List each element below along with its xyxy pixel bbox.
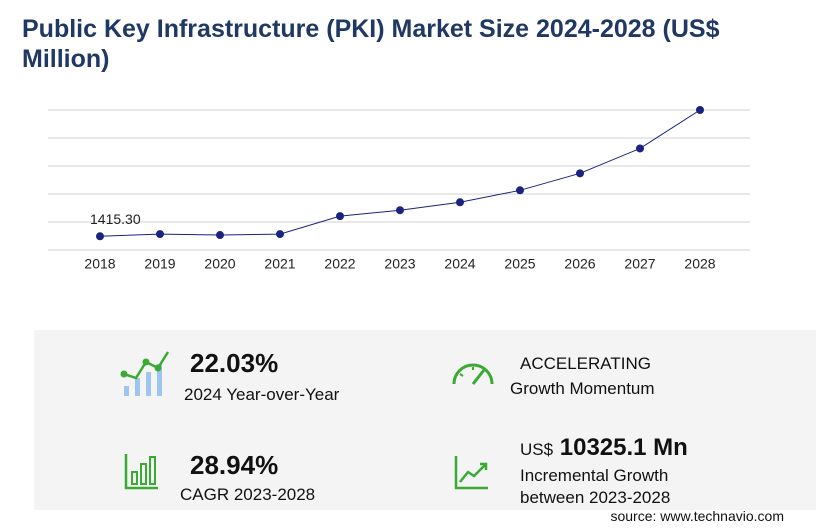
point xyxy=(336,212,344,221)
point xyxy=(156,230,164,239)
point xyxy=(516,186,524,195)
data-label: 1415.30 xyxy=(90,211,141,227)
bar-icon xyxy=(124,454,158,490)
point xyxy=(636,144,644,153)
point xyxy=(216,231,224,240)
stat-value: 28.94% xyxy=(190,450,279,480)
stat-label: 2024 Year-over-Year xyxy=(184,385,340,404)
x-tick-label: 2024 xyxy=(444,256,475,272)
point xyxy=(276,230,284,239)
x-tick-label: 2025 xyxy=(504,256,535,272)
stats-panel: 22.03% 2024 Year-over-Year ACCELERATING … xyxy=(34,330,816,510)
stat-label: Growth Momentum xyxy=(510,379,655,398)
line xyxy=(99,109,701,237)
chart: 2018 2019 2020 2021 2022 2023 2024 2025 2026 2027… xyxy=(48,106,750,272)
trend-icon xyxy=(454,456,488,490)
point xyxy=(696,106,704,114)
x-tick-label: 2020 xyxy=(204,256,235,272)
x-tick-label: 2022 xyxy=(324,256,355,272)
point xyxy=(396,206,404,215)
stat-label: Incremental Growth xyxy=(520,466,669,485)
gauge-icon xyxy=(452,363,494,385)
stat-value: ACCELERATING xyxy=(520,354,651,373)
source: source: www.technavio.com xyxy=(610,508,784,524)
stat-label: between 2023-2028 xyxy=(520,488,671,507)
x-tick-label: 2026 xyxy=(564,256,595,272)
x-tick-label: 2023 xyxy=(384,256,415,272)
growth-icon xyxy=(120,351,170,396)
x-tick-label: 2019 xyxy=(144,256,175,272)
point xyxy=(456,198,464,207)
x-tick-label: 2018 xyxy=(84,256,115,272)
stat-label: CAGR 2023-2028 xyxy=(180,485,316,504)
x-tick-label: 2027 xyxy=(624,256,655,272)
stat-number: 10325.1 Mn xyxy=(559,434,688,461)
chart-title: Public Key Infrastructure (PKI) Market S… xyxy=(22,15,720,73)
point xyxy=(96,232,104,241)
stat-value: US$ 10325.1 Mn xyxy=(520,434,688,462)
stat-value: 22.03% xyxy=(190,348,279,378)
x-tick-label: 2028 xyxy=(684,256,715,272)
x-tick-label: 2021 xyxy=(264,256,295,272)
stat-prefix: US$ xyxy=(520,440,554,459)
point xyxy=(576,169,584,178)
